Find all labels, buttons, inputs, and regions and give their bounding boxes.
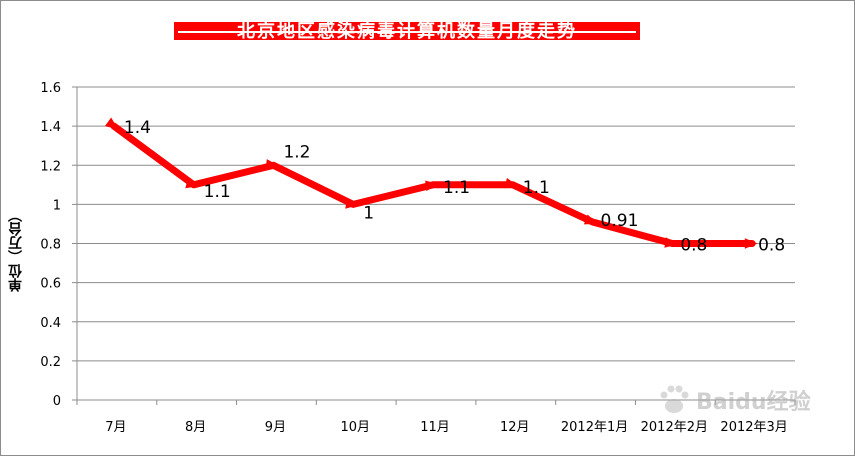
- y-tick-label: 0: [53, 394, 61, 409]
- data-point-marker: [744, 238, 758, 249]
- x-tick-label: 2012年2月: [641, 420, 708, 435]
- title-strikethrough: [178, 31, 636, 33]
- x-tick-label: 10月: [340, 420, 370, 435]
- data-label: 0.91: [601, 211, 639, 231]
- y-tick-label: 0.2: [40, 355, 61, 370]
- x-tick-label: 2012年1月: [561, 420, 628, 435]
- data-label: 0.8: [758, 236, 785, 256]
- data-point-marker: [583, 214, 598, 225]
- data-label: 1.1: [443, 178, 470, 198]
- watermark: Baidu经验: [656, 380, 811, 420]
- data-label: 1.2: [283, 142, 310, 162]
- y-tick-label: 1.6: [40, 81, 61, 96]
- y-tick-label: 0.6: [40, 277, 61, 292]
- data-point-marker: [504, 178, 519, 189]
- data-point-marker: [185, 177, 199, 189]
- data-label: 1.4: [124, 118, 151, 138]
- x-tick-label: 7月: [105, 420, 126, 435]
- x-tick-label: 2012年3月: [720, 420, 787, 435]
- data-label: 1.1: [523, 178, 550, 198]
- y-tick-label: 1: [53, 198, 61, 213]
- x-tick-label: 12月: [500, 420, 530, 435]
- watermark-text: Baidu经验: [696, 390, 811, 415]
- y-tick-label: 0.8: [40, 238, 61, 253]
- data-point-marker: [345, 198, 359, 209]
- data-label: 1: [363, 203, 374, 223]
- baidu-paw-icon: [660, 385, 689, 413]
- x-tick-label: 11月: [420, 420, 450, 435]
- y-tick-label: 0.4: [40, 316, 61, 331]
- y-tick-label: 1.2: [40, 159, 61, 174]
- data-label: 0.8: [680, 236, 707, 256]
- x-tick-label: 9月: [265, 420, 286, 435]
- data-point-marker: [265, 159, 279, 170]
- data-label: 1.1: [204, 182, 231, 202]
- x-tick-label: 8月: [185, 420, 206, 435]
- y-tick-label: 1.4: [40, 120, 61, 135]
- data-point-marker: [664, 237, 678, 248]
- data-point-marker: [104, 117, 119, 130]
- data-point-marker: [425, 180, 439, 191]
